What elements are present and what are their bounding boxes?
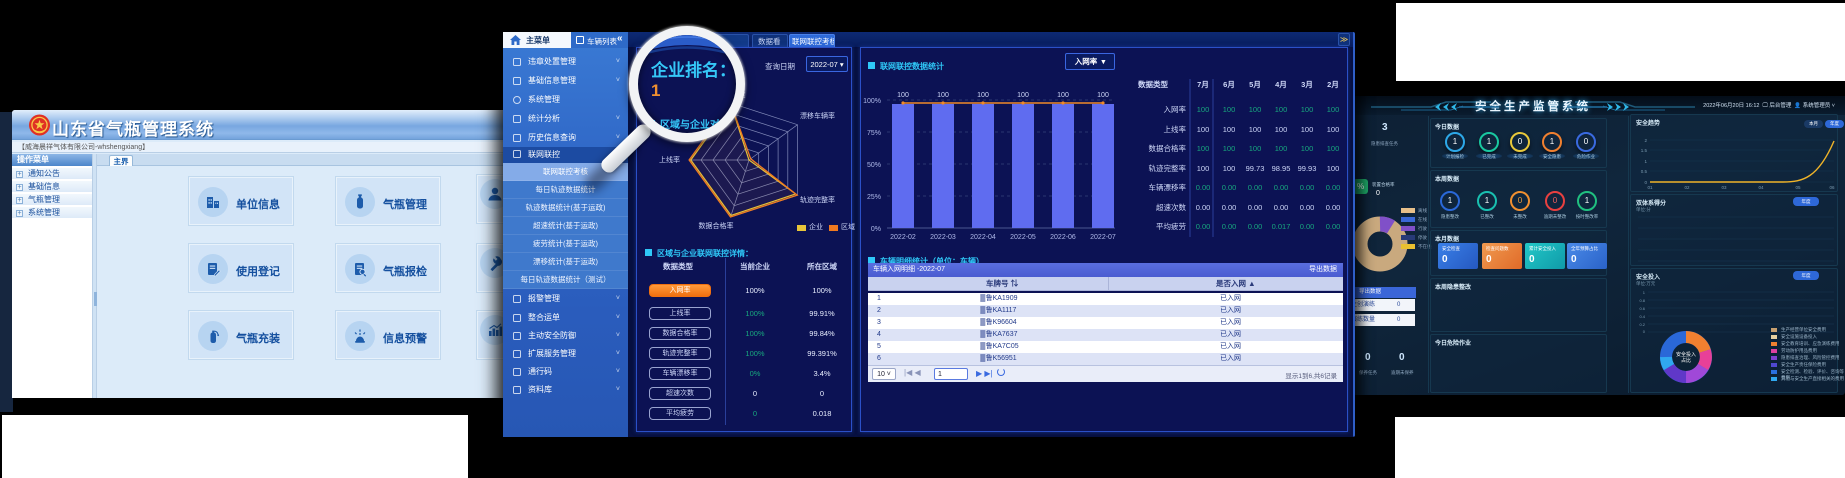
svg-text:1.5: 1.5 [1641,148,1648,153]
svg-text:100: 100 [1223,164,1236,173]
svg-text:占比: 占比 [1681,357,1691,364]
svg-text:0.00: 0.00 [1222,203,1237,212]
svg-text:1: 1 [1643,290,1646,295]
svg-text:数据合格率: 数据合格率 [699,221,734,230]
svg-text:100: 100 [1327,164,1340,173]
svg-text:0.00: 0.00 [1248,183,1263,192]
svg-text:100: 100 [1223,125,1236,134]
svg-text:50%: 50% [867,162,881,169]
svg-text:7月: 7月 [1197,80,1209,89]
svg-text:99.73: 99.73 [1246,164,1265,173]
svg-text:100: 100 [1327,144,1340,153]
svg-text:轨迹完整率: 轨迹完整率 [800,195,835,204]
svg-text:0: 0 [1644,180,1647,185]
svg-text:04: 04 [1758,185,1764,190]
svg-text:100: 100 [1097,92,1109,99]
svg-text:0.4: 0.4 [1639,314,1645,319]
svg-text:25%: 25% [867,194,881,201]
svg-text:0.00: 0.00 [1274,183,1289,192]
svg-text:平均疲劳: 平均疲劳 [1156,221,1186,231]
svg-text:0.00: 0.00 [1326,183,1341,192]
svg-text:0.017: 0.017 [1272,222,1291,231]
svg-text:数据类型: 数据类型 [1138,79,1168,89]
svg-text:0.5: 0.5 [1641,169,1648,174]
svg-text:100: 100 [937,92,949,99]
svg-text:安全投入: 安全投入 [1676,351,1696,358]
svg-text:100: 100 [1017,92,1029,99]
svg-text:0.00: 0.00 [1248,222,1263,231]
svg-text:0.00: 0.00 [1222,222,1237,231]
svg-text:6月: 6月 [1223,80,1235,89]
svg-text:0.00: 0.00 [1196,222,1211,231]
svg-text:0%: 0% [871,226,881,233]
svg-text:2022-05: 2022-05 [1010,234,1036,241]
svg-text:0.00: 0.00 [1196,183,1211,192]
svg-text:100: 100 [1197,164,1210,173]
svg-text:100: 100 [1275,105,1288,114]
svg-text:100%: 100% [863,98,881,105]
svg-text:100: 100 [1275,125,1288,134]
svg-text:5月: 5月 [1249,80,1261,89]
svg-text:0.00: 0.00 [1326,203,1341,212]
svg-text:100: 100 [1327,125,1340,134]
svg-text:数据合格率: 数据合格率 [1149,143,1187,153]
svg-text:超速次数: 超速次数 [1156,202,1186,212]
svg-text:100: 100 [1249,125,1262,134]
svg-text:99.93: 99.93 [1298,164,1317,173]
svg-text:0: 0 [1643,329,1646,334]
svg-text:2月: 2月 [1327,80,1339,89]
svg-text:05: 05 [1795,185,1801,190]
svg-text:2: 2 [1644,138,1647,143]
svg-text:03: 03 [1721,185,1727,190]
svg-text:3月: 3月 [1301,80,1313,89]
svg-text:100: 100 [1301,105,1314,114]
svg-text:0.6: 0.6 [1639,306,1645,311]
svg-text:车辆漂移率: 车辆漂移率 [1149,182,1187,192]
svg-text:2022-07: 2022-07 [1090,234,1116,241]
svg-text:0.00: 0.00 [1326,222,1341,231]
svg-text:0.00: 0.00 [1222,183,1237,192]
svg-text:100: 100 [1327,105,1340,114]
svg-text:2022-04: 2022-04 [970,234,996,241]
svg-text:75%: 75% [867,130,881,137]
svg-text:100: 100 [1301,144,1314,153]
svg-text:0.2: 0.2 [1639,322,1645,327]
svg-text:1: 1 [1644,159,1647,164]
svg-text:漂移车辆率: 漂移车辆率 [800,111,835,120]
svg-text:0.00: 0.00 [1300,183,1315,192]
svg-text:入网率: 入网率 [1164,104,1187,114]
svg-text:0.00: 0.00 [1196,203,1211,212]
svg-text:100: 100 [1223,105,1236,114]
svg-text:100: 100 [1275,144,1288,153]
svg-text:0.00: 0.00 [1274,203,1289,212]
svg-text:100: 100 [1249,144,1262,153]
svg-text:06: 06 [1829,185,1835,190]
svg-text:02: 02 [1684,185,1690,190]
svg-text:01: 01 [1647,185,1653,190]
svg-text:0.00: 0.00 [1300,222,1315,231]
svg-text:0.00: 0.00 [1300,203,1315,212]
svg-text:0.8: 0.8 [1639,298,1645,303]
svg-text:上线率: 上线率 [1164,124,1187,134]
svg-text:100: 100 [1197,105,1210,114]
svg-text:2022-03: 2022-03 [930,234,956,241]
svg-text:2022-02: 2022-02 [890,234,916,241]
svg-text:100: 100 [1197,125,1210,134]
svg-text:98.95: 98.95 [1272,164,1291,173]
svg-text:2022-06: 2022-06 [1050,234,1076,241]
svg-text:100: 100 [1301,125,1314,134]
svg-text:100: 100 [1223,144,1236,153]
svg-text:100: 100 [897,92,909,99]
svg-text:4月: 4月 [1275,80,1287,89]
svg-text:100: 100 [1057,92,1069,99]
svg-text:上线率: 上线率 [659,155,680,164]
svg-text:100: 100 [977,92,989,99]
svg-text:轨迹完整率: 轨迹完整率 [1149,163,1187,173]
svg-text:100: 100 [1249,105,1262,114]
svg-text:0.00: 0.00 [1248,203,1263,212]
svg-text:100: 100 [1197,144,1210,153]
